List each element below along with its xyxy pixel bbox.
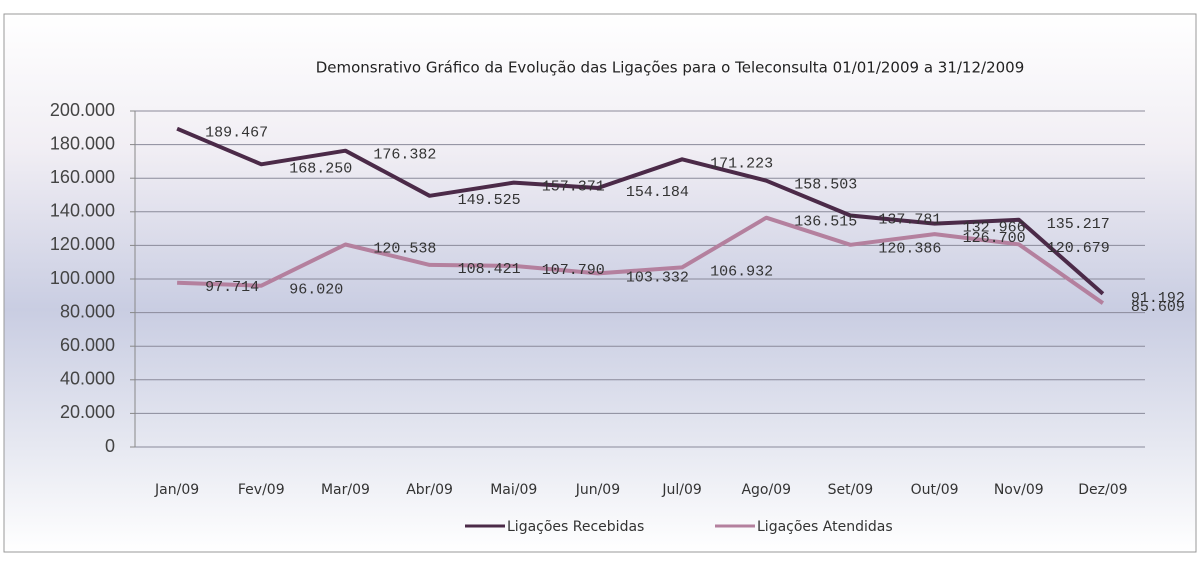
x-tick-label: Abr/09 [406,482,453,498]
data-label: 126.700 [963,230,1026,247]
series-line [176,126,1105,296]
data-label: 157.371 [542,179,605,196]
y-tick-label: 0 [105,436,115,456]
data-label: 135.217 [1047,216,1110,233]
data-label: 96.020 [289,282,343,299]
y-tick-label: 180.000 [50,133,115,153]
x-tick-label: Jul/09 [661,482,701,498]
series-line [177,215,1105,305]
x-tick-label: Mai/09 [490,482,537,498]
data-label: 97.714 [205,279,259,296]
data-label: 137.781 [878,211,941,228]
x-tick-label: Dez/09 [1078,482,1127,498]
data-label: 132.966 [963,220,1026,237]
x-tick-label: Mar/09 [321,482,370,498]
data-label: 107.790 [542,262,605,279]
data-label: 168.250 [289,160,352,177]
x-tick-label: Out/09 [911,482,959,498]
y-tick-label: 200.000 [50,100,115,120]
data-label: 154.184 [626,184,689,201]
legend-label: Ligações Recebidas [507,519,644,535]
x-tick-label: Ago/09 [741,482,791,498]
y-tick-label: 20.000 [60,402,115,422]
data-label: 158.503 [794,177,857,194]
y-tick-label: 100.000 [50,268,115,288]
y-tick-label: 120.000 [50,234,115,254]
data-label: 136.515 [794,214,857,231]
x-tick-label: Set/09 [828,482,874,498]
y-tick-label: 160.000 [50,167,115,187]
y-tick-label: 40.000 [60,369,115,389]
x-tick-label: Fev/09 [238,482,285,498]
data-label: 120.538 [373,240,436,257]
data-label: 91.192 [1131,290,1185,307]
x-tick-label: Jun/09 [575,482,620,498]
data-label: 120.386 [878,241,941,258]
data-label: 171.223 [710,155,773,172]
data-label: 103.332 [626,269,689,286]
data-label: 85.609 [1131,299,1185,316]
y-tick-label: 80.000 [60,301,115,321]
y-tick-label: 140.000 [50,201,115,221]
x-tick-label: Jan/09 [154,482,199,498]
data-label: 120.679 [1047,240,1110,257]
x-tick-label: Nov/09 [994,482,1044,498]
data-label: 149.525 [458,192,521,209]
data-label: 189.467 [205,125,268,142]
data-label: 108.421 [458,261,521,278]
y-tick-label: 60.000 [60,335,115,355]
data-label: 176.382 [373,147,436,164]
data-label: 106.932 [710,263,773,280]
legend-label: Ligações Atendidas [757,519,893,535]
chart-title: Demonsrativo Gráfico da Evolução das Lig… [316,59,1025,77]
